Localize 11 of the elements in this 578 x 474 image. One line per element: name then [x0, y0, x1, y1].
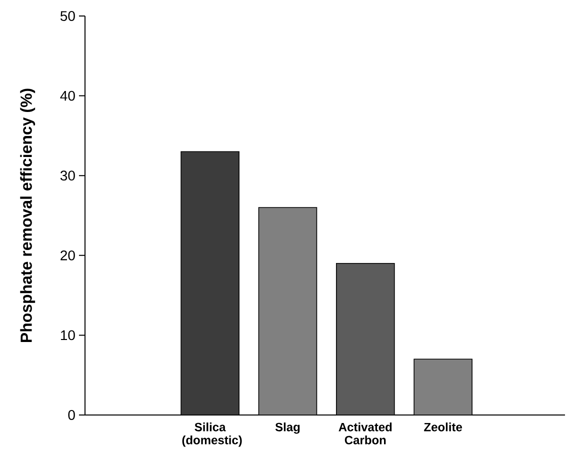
x-tick-label: Silica (domestic): [182, 422, 242, 447]
x-tick-label: Slag: [275, 422, 300, 434]
y-tick-label: 0: [68, 410, 75, 420]
x-tick-label: Zeolite: [424, 422, 462, 432]
y-tick-label: 30: [60, 170, 75, 181]
y-tick-label: 10: [60, 330, 75, 340]
y-tick-label: 20: [60, 250, 75, 260]
x-tick-label: Activated Carbon: [338, 422, 392, 444]
y-tick-label: 40: [60, 90, 75, 101]
y-tick-label: 50: [60, 11, 75, 21]
y-axis-title: Phosphate removal efficiency (%): [20, 88, 36, 342]
